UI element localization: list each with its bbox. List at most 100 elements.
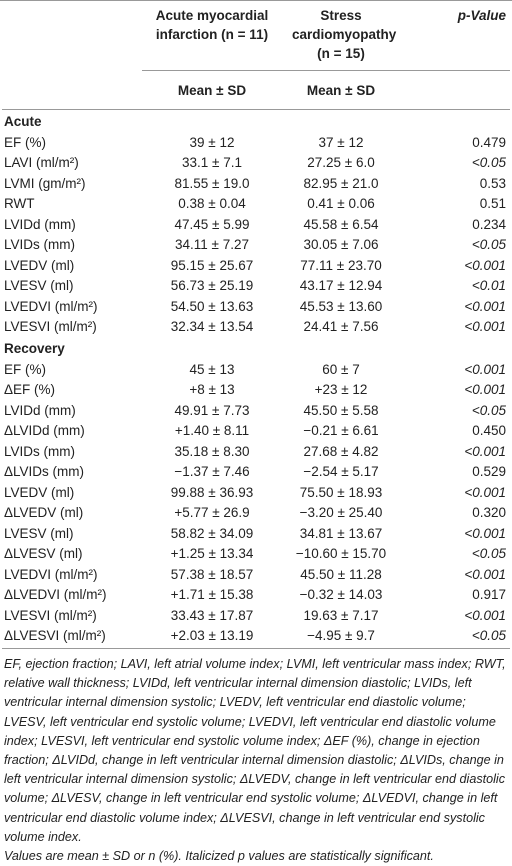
- data-row: LVIDs (mm) 35.18 ± 8.30 27.68 ± 4.82 <0.001: [2, 441, 510, 462]
- data-row: LVIDd (mm) 49.91 ± 7.73 45.50 ± 5.58 <0.05: [2, 400, 510, 421]
- value-cell: 82.95 ± 21.0: [303, 175, 379, 191]
- p-value: 0.450: [472, 423, 506, 439]
- value-cell: 45.50 ± 11.28: [300, 566, 382, 582]
- p-value: <0.05: [471, 237, 506, 253]
- row-label: EF (%): [4, 361, 46, 377]
- row-label: LVIDs (mm): [4, 237, 75, 253]
- row-label: RWT: [4, 196, 35, 212]
- row-label: LVESV (ml): [4, 278, 74, 294]
- value-cell: −4.95 ± 9.7: [282, 625, 400, 649]
- value-cell: +1.71 ± 15.38: [170, 587, 254, 603]
- value-cell: 34.81 ± 13.67: [299, 525, 383, 541]
- value-cell: 34.11 ± 7.27: [175, 237, 249, 253]
- value-cell: +1.40 ± 8.11: [174, 423, 250, 439]
- value-cell: −3.20 ± 25.40: [299, 505, 383, 521]
- value-cell: 30.05 ± 7.06: [303, 237, 379, 253]
- row-label: EF (%): [4, 134, 46, 150]
- p-value: <0.01: [471, 278, 506, 294]
- value-cell: 0.38 ± 0.04: [178, 196, 246, 212]
- row-label: LVIDd (mm): [4, 216, 76, 232]
- value-cell: 39 ± 12: [189, 134, 235, 150]
- value-cell: 0.41 ± 0.06: [307, 196, 375, 212]
- p-value: <0.001: [464, 298, 506, 314]
- header-cell: Acute myocardial infarction (n = 11): [155, 8, 269, 42]
- p-value: <0.05: [471, 546, 506, 562]
- p-value: 0.320: [472, 505, 506, 521]
- data-row: ΔLVIDd (mm) +1.40 ± 8.11 −0.21 ± 6.61 0.450: [2, 421, 510, 442]
- row-label: LVEDV (ml): [4, 257, 75, 273]
- value-cell: 33.1 ± 7.1: [182, 155, 242, 171]
- value-cell: 19.63 ± 7.17: [303, 607, 379, 623]
- data-row: LAVI (ml/m²) 33.1 ± 7.1 27.25 ± 6.0 <0.05: [2, 153, 510, 174]
- data-row: LVESV (ml) 56.73 ± 25.19 43.17 ± 12.94 <0.0…: [2, 276, 510, 297]
- data-table: Acute myocardial infarction (n = 11) Str…: [2, 0, 510, 649]
- p-value: 0.479: [472, 134, 506, 150]
- header-blank: [2, 70, 142, 110]
- value-cell: 81.55 ± 19.0: [174, 175, 250, 191]
- row-label: ΔLVESV (ml): [4, 546, 83, 562]
- row-label: LVEDVI (ml/m²): [4, 298, 98, 314]
- data-row: ΔEF (%) +8 ± 13 +23 ± 12 <0.001: [2, 380, 510, 401]
- p-value: <0.001: [464, 319, 506, 335]
- row-label: LVEDVI (ml/m²): [4, 566, 98, 582]
- value-cell: 45 ± 13: [189, 361, 235, 377]
- row-label: LVMI (gm/m²): [4, 175, 86, 191]
- p-value: <0.05: [471, 155, 506, 171]
- value-cell: −1.37 ± 7.46: [174, 464, 250, 480]
- row-label: ΔLVEDVI (ml/m²): [4, 587, 107, 603]
- p-value: <0.001: [464, 607, 506, 623]
- header-row: Acute myocardial infarction (n = 11) Str…: [2, 0, 510, 71]
- value-cell: 27.68 ± 4.82: [303, 443, 379, 459]
- p-value: <0.001: [464, 443, 506, 459]
- row-label: ΔLVEDV (ml): [4, 505, 84, 521]
- row-label: LAVI (ml/m²): [4, 155, 79, 171]
- top-rule: [0, 0, 512, 1]
- data-row: ΔLVIDs (mm) −1.37 ± 7.46 −2.54 ± 5.17 0.529: [2, 462, 510, 483]
- value-cell: 47.45 ± 5.99: [174, 216, 250, 232]
- section-title: Recovery: [4, 340, 65, 356]
- value-cell: −2.54 ± 5.17: [303, 464, 379, 480]
- value-cell: 77.11 ± 23.70: [300, 257, 382, 273]
- value-cell: 37 ± 12: [318, 134, 364, 150]
- data-row: LVMI (gm/m²) 81.55 ± 19.0 82.95 ± 21.0 0.53: [2, 173, 510, 194]
- p-value: <0.001: [464, 382, 506, 398]
- data-row: EF (%) 39 ± 12 37 ± 12 0.479: [2, 132, 510, 153]
- row-label: ΔLVIDs (mm): [4, 464, 85, 480]
- data-row: ΔLVEDVI (ml/m²) +1.71 ± 15.38 −0.32 ± 14.0…: [2, 585, 510, 606]
- row-label: LVIDs (mm): [4, 443, 75, 459]
- value-cell: +23 ± 12: [314, 382, 368, 398]
- value-cell: 56.73 ± 25.19: [170, 278, 254, 294]
- p-value: 0.529: [472, 464, 506, 480]
- p-value: <0.001: [464, 361, 506, 377]
- subheader-blank: [400, 70, 510, 110]
- row-label: ΔLVESVI (ml/m²): [2, 625, 142, 649]
- data-row: LVEDVI (ml/m²) 54.50 ± 13.63 45.53 ± 13.60…: [2, 296, 510, 317]
- data-row: LVEDV (ml) 99.88 ± 36.93 75.50 ± 18.93 <0.0…: [2, 482, 510, 503]
- footnotes: EF, ejection fraction; LAVI, left atrial…: [0, 649, 512, 866]
- table-body: Acute EF (%) 39 ± 12 37 ± 12 0.479 LAVI (ml/m…: [2, 110, 510, 649]
- data-row: RWT 0.38 ± 0.04 0.41 ± 0.06 0.51: [2, 194, 510, 215]
- value-cell: 45.58 ± 6.54: [303, 216, 379, 232]
- data-row: LVESV (ml) 58.82 ± 34.09 34.81 ± 13.67 <0.0…: [2, 523, 510, 544]
- footnote: Values are mean ± SD or n (%). Italicize…: [4, 849, 434, 864]
- value-cell: 45.53 ± 13.60: [299, 298, 383, 314]
- data-row: LVEDVI (ml/m²) 57.38 ± 18.57 45.50 ± 11.28…: [2, 564, 510, 585]
- value-cell: +1.25 ± 13.34: [170, 546, 254, 562]
- row-label: LVIDd (mm): [4, 402, 76, 418]
- p-value: <0.05: [471, 402, 506, 418]
- row-label: LVESVI (ml/m²): [4, 319, 97, 335]
- value-cell: 43.17 ± 12.94: [299, 278, 383, 294]
- value-cell: 35.18 ± 8.30: [174, 443, 250, 459]
- row-label: ΔEF (%): [4, 382, 56, 398]
- section-title: Acute: [4, 113, 42, 129]
- p-value: 0.51: [479, 196, 506, 212]
- data-row: ΔLVESV (ml) +1.25 ± 13.34 −10.60 ± 15.70 <0…: [2, 544, 510, 565]
- p-value: <0.001: [464, 484, 506, 500]
- p-value: 0.917: [472, 587, 506, 603]
- header-cell: p-Value: [457, 8, 506, 23]
- value-cell: 57.38 ± 18.57: [170, 566, 254, 582]
- value-cell: 95.15 ± 25.67: [170, 257, 254, 273]
- value-cell: −0.32 ± 14.03: [299, 587, 383, 603]
- header-blank: [2, 0, 142, 71]
